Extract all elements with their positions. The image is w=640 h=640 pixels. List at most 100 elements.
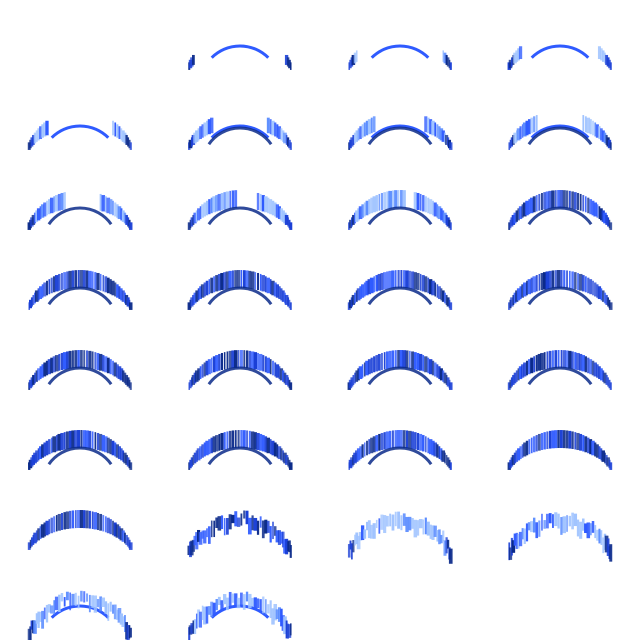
arc-bar [215,355,219,372]
arc-bar [45,604,49,623]
arc-bar [197,288,200,301]
arc-bar [360,525,365,541]
arc-bar [234,430,237,449]
arc-bar [43,282,47,297]
arc-base [47,446,113,466]
arc-bar [438,529,441,545]
arc-bar [245,591,249,602]
inner-rim [50,124,110,139]
arc-bar [419,353,423,371]
arc-bar [535,522,539,539]
arc-bar [275,204,280,218]
arc-bar [424,276,428,293]
arc-bar [538,193,541,211]
arc-bar [127,137,130,147]
arc-sprite [27,192,133,230]
arc-bar [397,350,400,369]
arc-bar [411,271,415,289]
arc-bar [411,351,415,369]
arc-bar [589,119,592,135]
arc-bar [569,270,571,289]
arc-bar [601,290,605,302]
arc-bar [93,512,98,530]
arc-bar [377,353,381,371]
arc-bar [111,440,115,456]
arc-bar [271,120,275,136]
frame-8 [480,80,640,160]
arc-bar [416,192,420,211]
arc-bar [192,454,195,465]
arc-bar [405,270,409,289]
arc-bar [443,372,447,384]
arc-bar [440,288,443,301]
arc-bar [441,130,445,142]
arc-bar [606,538,610,556]
arc-bar [88,350,92,369]
arc-bar [517,448,521,461]
arc-base [527,286,593,306]
arc-bar [378,433,381,451]
inner-rim [210,44,270,59]
arc-bar [508,222,511,230]
arc-bar [510,137,514,147]
arc-bar [515,210,518,222]
arc-bar [518,206,523,220]
arc-bar [579,193,582,211]
arc-bar [212,356,216,373]
arc-bar [193,292,197,304]
arc-bar [274,362,277,377]
arc-bar [96,272,100,291]
arc-bar [546,351,549,369]
arc-bar [68,270,72,289]
arc-bar [602,537,605,554]
arc-bar [93,595,97,613]
arc-bar [101,195,106,212]
arc-bar [273,202,277,217]
arc-bar [72,350,74,369]
arc-bar [123,452,127,464]
arc-bar [217,193,222,211]
arc-bar [125,534,128,545]
arc-bar [199,611,203,628]
arc-bar [96,352,100,371]
arc-bar [394,190,398,209]
arc-bar [405,516,409,533]
arc-bar [277,126,282,140]
arc-bar [533,356,536,373]
arc-bar [237,430,240,449]
arc-bar [121,130,125,142]
arc-bar [532,517,536,533]
arc-bar [594,282,597,297]
arc-bar [208,279,211,295]
arc-bar [354,372,356,384]
arc-bar [436,364,439,378]
arc-bar [428,359,433,375]
arc-bar [394,270,397,289]
arc-bar [606,57,610,67]
arc-bar [518,531,523,547]
arc-bar [201,530,204,539]
arc-bar [248,593,252,609]
arc-bar [394,511,397,527]
arc-bar [416,520,420,536]
arc-bar [116,124,119,138]
arc-base [527,206,593,226]
arc-bar [517,208,520,221]
arc-bar [215,599,218,611]
arc-bar [41,124,44,138]
arc-bar [530,357,534,374]
arc-bar [551,430,555,449]
arc-bar [197,368,200,381]
arc-bar [37,448,40,461]
arc-bar [369,524,374,539]
arc-bar [115,524,120,538]
arc-bar [55,515,58,532]
arc-bar [397,270,400,289]
frame-14 [160,240,320,320]
arc-bar [551,270,555,289]
arc-bar [351,543,353,560]
arc-bar [119,613,124,625]
arc-bar [443,212,447,224]
arc-bar [257,352,259,371]
arc-bar [201,605,204,621]
